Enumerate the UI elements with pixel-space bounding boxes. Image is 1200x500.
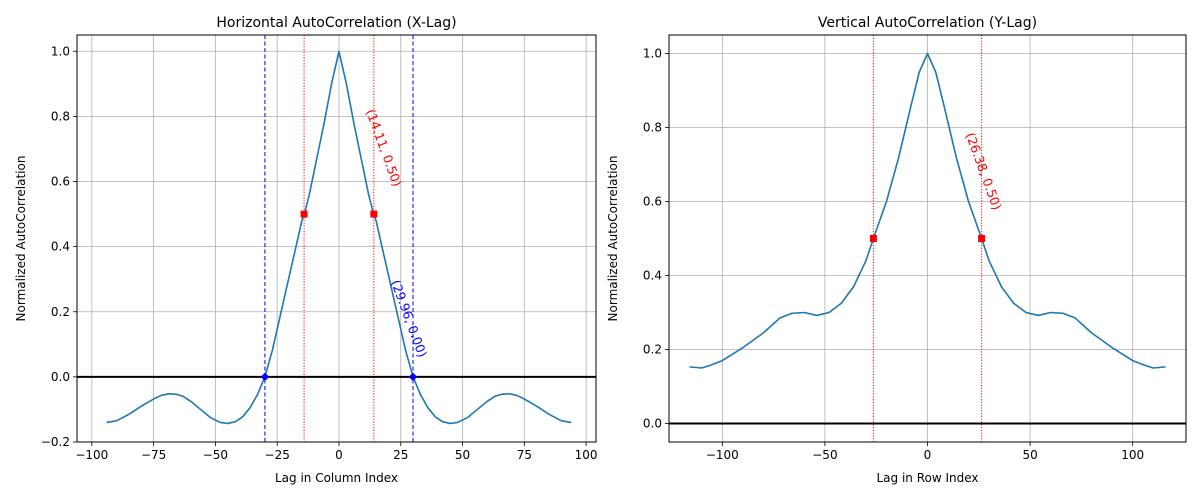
x-tick-label: −100 xyxy=(706,448,739,462)
y-tick-label: 1.0 xyxy=(643,47,662,61)
y-tick-label: 0.6 xyxy=(51,175,70,189)
axes-frame xyxy=(76,34,597,443)
series-lines xyxy=(689,52,1166,369)
x-tick-label: 75 xyxy=(517,448,532,462)
series-line xyxy=(689,52,1166,369)
x-ticks: −100 −50 0 50 100 xyxy=(706,442,1144,462)
x-tick-label: 100 xyxy=(1121,448,1144,462)
x-tick-label: −25 xyxy=(265,448,290,462)
series-line xyxy=(106,50,572,425)
y-tick-label: 0.6 xyxy=(643,195,662,209)
x-axis-label: Lag in Row Index xyxy=(876,471,978,485)
chart-title: Vertical AutoCorrelation (Y-Lag) xyxy=(818,15,1037,31)
y-tick-label: 0.4 xyxy=(643,269,662,283)
square-marker xyxy=(869,235,877,242)
y-tick-label: 0.0 xyxy=(643,417,662,431)
y-tick-label: 0.2 xyxy=(51,305,70,319)
x-tick-label: 50 xyxy=(455,448,470,462)
y-tick-label: 0.0 xyxy=(51,370,70,384)
diamond-marker xyxy=(260,372,270,382)
markers xyxy=(869,235,986,242)
series-lines xyxy=(106,50,572,425)
x-ticks: −100 −75 −50 −25 0 25 50 75 100 xyxy=(75,442,598,462)
x-tick-label: −100 xyxy=(75,448,108,462)
y-tick-label: 0.2 xyxy=(643,343,662,357)
reference-lines xyxy=(872,35,983,442)
diamond-marker xyxy=(408,372,418,382)
x-tick-label: 0 xyxy=(335,448,343,462)
y-tick-label: 1.0 xyxy=(51,44,70,58)
y-tick-label: −0.2 xyxy=(41,435,70,449)
square-marker xyxy=(300,210,308,218)
y-axis-label: Normalized AutoCorrelation xyxy=(606,156,620,322)
x-tick-label: −50 xyxy=(203,448,228,462)
x-tick-label: 100 xyxy=(575,448,598,462)
y-tick-label: 0.4 xyxy=(51,240,70,254)
square-marker xyxy=(370,210,378,218)
chart-title: Horizontal AutoCorrelation (X-Lag) xyxy=(216,15,456,31)
square-marker xyxy=(978,235,986,242)
x-axis-label: Lag in Column Index xyxy=(275,471,398,485)
y-tick-label: 0.8 xyxy=(51,109,70,123)
y-ticks: 0.0 0.2 0.4 0.6 0.8 1.0 xyxy=(643,47,669,431)
y-ticks: −0.2 0.0 0.2 0.4 0.6 0.8 1.0 xyxy=(41,44,77,449)
x-tick-label: 0 xyxy=(924,448,932,462)
x-tick-label: −75 xyxy=(141,448,166,462)
x-tick-label: 25 xyxy=(393,448,408,462)
y-tick-label: 0.8 xyxy=(643,121,662,135)
x-tick-label: −50 xyxy=(812,448,837,462)
markers xyxy=(260,210,418,382)
y-axis-label: Normalized AutoCorrelation xyxy=(14,156,28,322)
x-tick-label: 50 xyxy=(1022,448,1037,462)
